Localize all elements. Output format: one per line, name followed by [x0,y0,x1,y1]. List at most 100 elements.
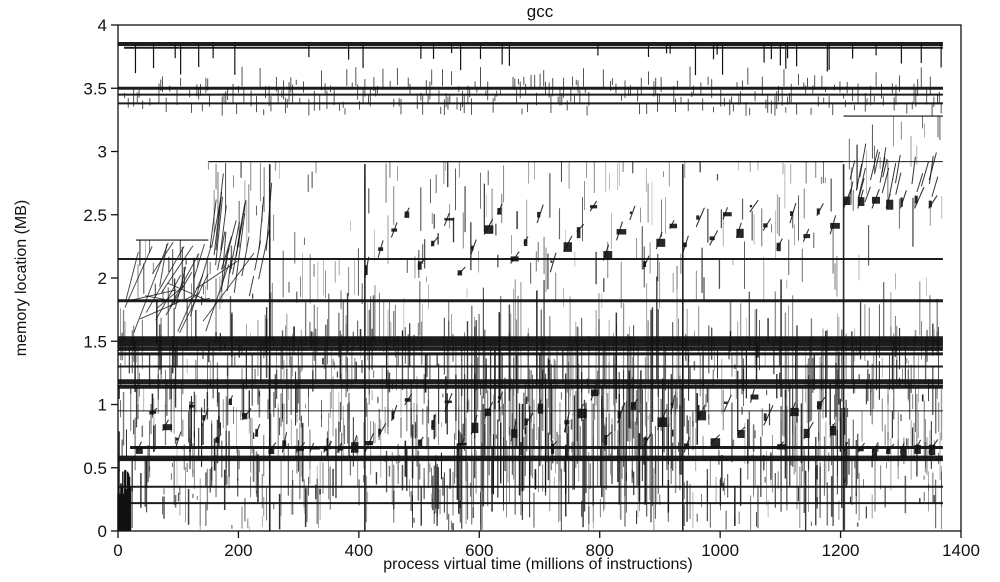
staircase-block [670,402,673,406]
staircase-block [255,429,259,437]
y-tick-label: 3 [98,143,107,162]
staircase-stroke [914,186,925,209]
fan-line [205,264,230,332]
staircase-stroke [175,431,182,448]
staircase-block [162,424,173,431]
staircase-block [564,420,570,425]
staircase-block [202,415,206,421]
fan-line [895,172,902,195]
staircase-block [871,196,880,204]
staircase-block [189,404,195,408]
fan-line [169,253,200,308]
y-tick-label: 0.5 [83,459,107,478]
fan-line [873,151,880,175]
horizontal-bands [118,41,943,505]
staircase-block [590,205,598,209]
y-tick-label: 0 [98,522,107,541]
fan-line [220,236,233,270]
fan-line [920,160,930,187]
staircase-block [537,403,544,414]
x-tick-label: 200 [224,541,252,560]
staircase-block [576,227,581,239]
fan-line [179,273,209,334]
staircase-block [900,446,907,457]
staircase-block [682,242,687,248]
x-axis-ticks: 0 200 400 600 800 1000 1200 1400 [113,531,980,560]
x-axis-label: process virtual time (millions of instru… [383,556,692,573]
staircase-block [816,401,822,410]
staircase-block [484,408,492,416]
fan-line [211,200,221,248]
staircase-block [431,240,435,247]
staircase-block [843,196,851,205]
staircase-block [710,438,721,448]
staircase-patterns [135,186,939,457]
staircase-block [914,195,918,204]
x-tick-label: 1400 [942,541,980,560]
fan-line [220,256,228,292]
x-tick-label: 800 [586,541,614,560]
y-tick-label: 4 [98,16,107,35]
fan-line [928,155,934,184]
staircase-block [617,410,621,419]
staircase-stroke [695,207,705,228]
fan-line [177,274,204,332]
x-tick-label: 0 [113,541,122,560]
staircase-block [418,439,423,447]
staircase-block [524,418,528,426]
staircase-stroke [549,252,557,273]
staircase-block [803,234,811,239]
staircase-block [750,394,759,400]
y-tick-label: 3.5 [83,79,107,98]
fan-line [895,154,901,184]
chart-title: gcc [527,2,554,21]
fan-line [229,221,240,274]
staircase-stroke [643,432,653,447]
origin-block [117,469,132,531]
staircase-block [444,218,455,221]
staircase-block [431,420,435,430]
staircase-block [391,411,395,420]
fan-line [155,274,182,321]
fan-line [213,173,224,256]
fan-line [849,160,856,180]
staircase-block [537,211,541,218]
staircase-block [900,197,903,207]
fan-line [849,181,854,199]
staircase-block [282,440,287,449]
fan-line [217,231,226,271]
staircase-block [803,428,810,439]
staircase-block [776,242,781,252]
fan-line [226,256,232,292]
fan-line [220,205,227,251]
fan-line [859,143,867,178]
staircase-block [404,398,411,402]
staircase-block [789,211,793,216]
staircase-block [857,446,864,452]
staircase-block [563,242,572,252]
y-tick-label: 2 [98,269,107,288]
x-tick-label: 400 [345,541,373,560]
staircase-stroke [723,394,732,412]
fan-line [133,242,169,333]
fan-line [258,196,265,250]
staircase-stroke [789,202,797,224]
staircase-block [523,239,528,247]
staircase-block [364,440,373,446]
staircase-block [886,447,891,455]
fan-line [889,162,897,196]
staircase-block [697,411,707,421]
y-axis-ticks: 0 0.5 1 1.5 2 2.5 3 3.5 4 [83,16,118,541]
staircase-block [644,437,648,441]
staircase-stroke [617,402,626,424]
staircase-block [830,425,837,436]
staircase-block [871,448,878,457]
y-tick-label: 1 [98,396,107,415]
phase-boundaries [268,164,845,531]
staircase-block [790,407,799,417]
staircase-block [857,197,865,207]
staircase-block [444,400,452,404]
staircase-block [136,446,143,454]
staircase-block [484,225,494,234]
